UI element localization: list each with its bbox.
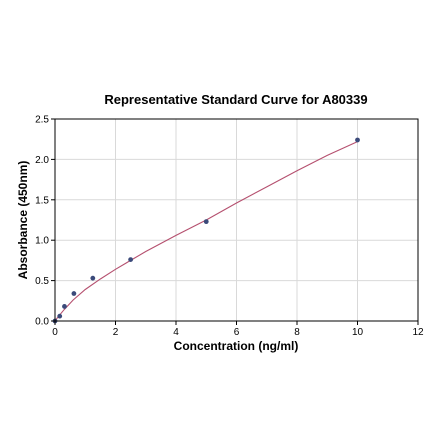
data-point <box>128 257 134 262</box>
y-tick-label: 0.0 <box>35 317 49 328</box>
y-axis-label: Absorbance (450nm) <box>16 161 30 280</box>
y-tick-label: 1.5 <box>35 195 49 206</box>
y-tick-label: 0.5 <box>35 276 49 287</box>
data-points-layer <box>52 137 360 324</box>
x-axis-label: Concentration (ng/ml) <box>174 339 299 353</box>
fit-curve-layer <box>54 141 358 322</box>
x-axis-ticks: 0 2 4 6 8 10 12 <box>52 321 424 338</box>
fit-curve <box>54 141 358 322</box>
y-tick-label: 1.0 <box>35 236 49 247</box>
data-point <box>71 291 77 296</box>
x-tick-label: 10 <box>352 327 364 338</box>
x-tick-label: 12 <box>412 327 424 338</box>
y-tick-label: 2.5 <box>35 115 49 126</box>
x-tick-label: 4 <box>173 327 179 338</box>
y-axis-ticks: 0.0 0.5 1.0 1.5 2.0 2.5 <box>35 115 55 328</box>
x-tick-label: 8 <box>294 327 300 338</box>
x-tick-label: 2 <box>113 327 119 338</box>
x-tick-label: 0 <box>52 327 58 338</box>
chart-title: Representative Standard Curve for A80339 <box>104 92 367 107</box>
data-point <box>90 275 96 281</box>
grid <box>54 118 419 322</box>
x-tick-label: 6 <box>234 327 240 338</box>
data-point <box>203 219 209 225</box>
data-point <box>355 137 360 143</box>
data-point <box>57 313 63 319</box>
data-point <box>62 304 67 309</box>
y-tick-label: 2.0 <box>35 155 49 166</box>
